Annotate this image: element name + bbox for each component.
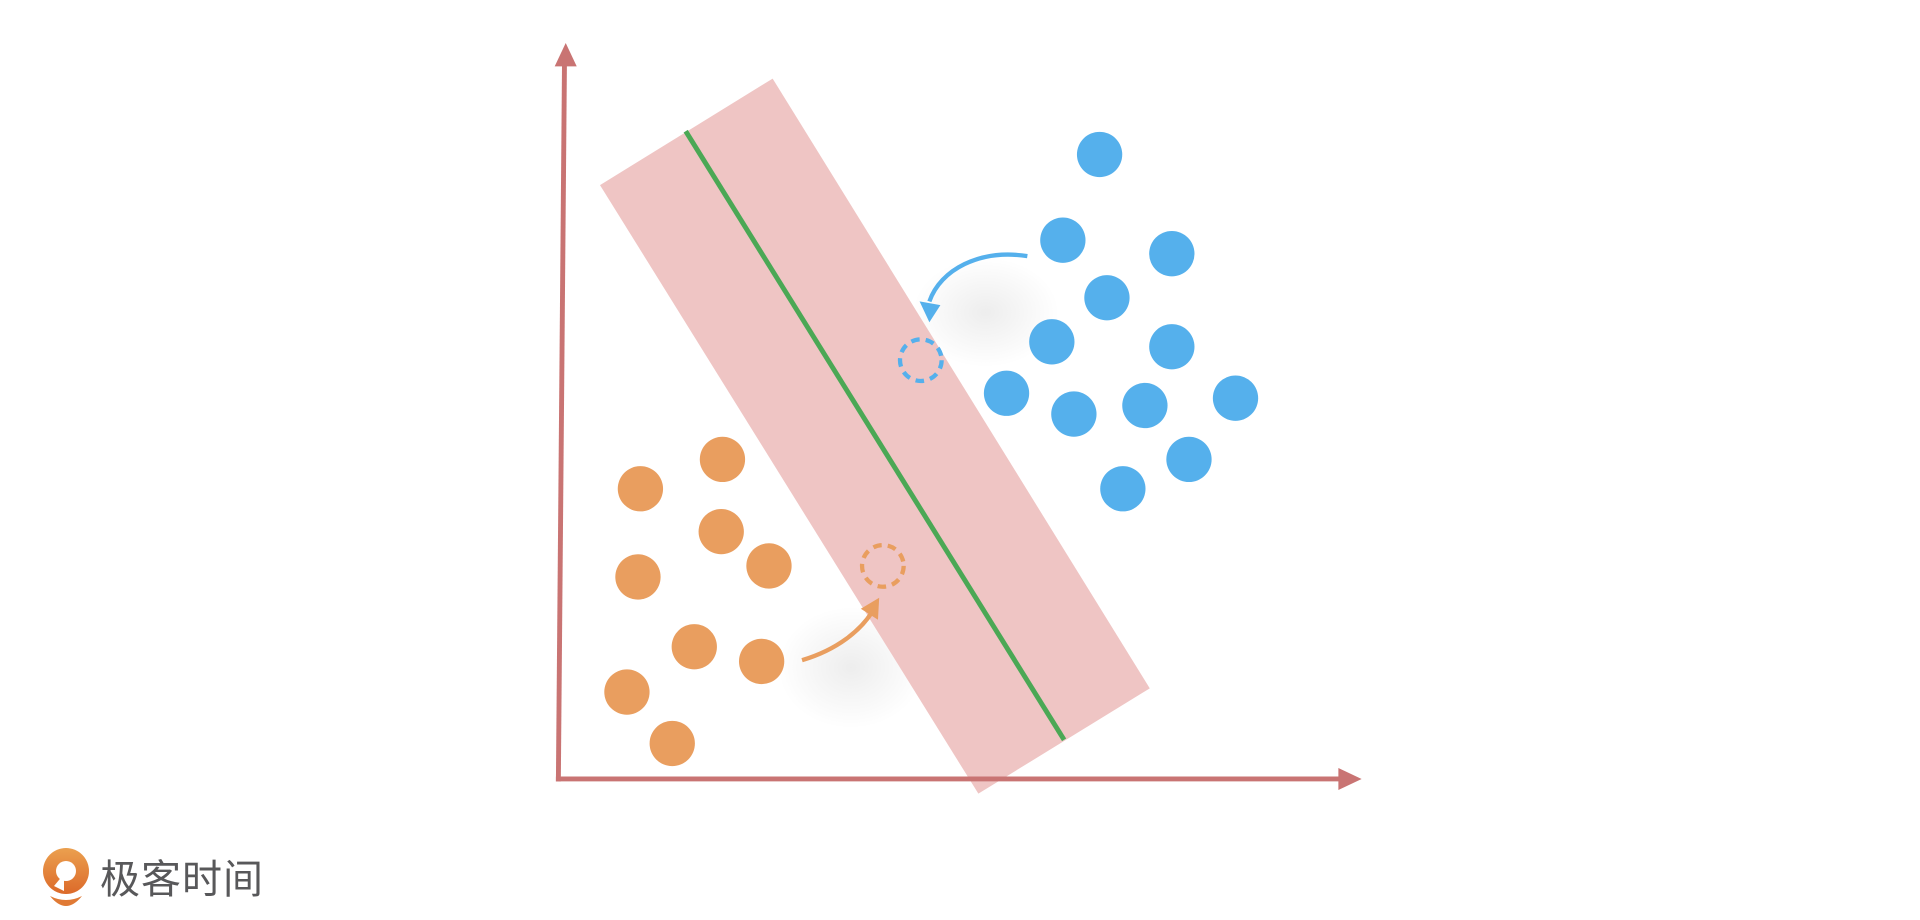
class-a-point: [1084, 275, 1130, 321]
class-b-point: [671, 624, 717, 670]
class-b-point: [604, 669, 650, 715]
logo: 极客时间: [40, 846, 264, 906]
arrowhead-b-icon: [860, 597, 880, 620]
class-a-point: [1100, 466, 1146, 512]
class-a-point: [1040, 217, 1086, 263]
class-b-point: [649, 720, 695, 767]
class-b-point: [699, 436, 746, 483]
class-a-point: [1076, 131, 1123, 178]
class-a-point: [1166, 436, 1212, 483]
class-a-point: [1122, 382, 1168, 429]
x-axis-arrow-icon: [1338, 767, 1362, 790]
move-arrow-a: [927, 252, 1028, 303]
class-b-point: [698, 508, 744, 555]
class-a-point: [1212, 375, 1259, 421]
y-axis: [555, 61, 567, 782]
class-b-point: [738, 638, 785, 685]
decision-boundary: [683, 129, 1067, 742]
moved-point-b-dashed: [859, 542, 906, 589]
class-a-point: [983, 370, 1030, 416]
y-axis-arrow-icon: [554, 43, 577, 67]
logo-text: 极客时间: [100, 857, 264, 903]
class-b-point: [746, 543, 792, 589]
geektime-logo-icon: [43, 848, 89, 906]
arrowhead-a-icon: [919, 301, 941, 323]
class-b-points: [604, 436, 792, 767]
class-b-point: [615, 554, 661, 600]
shadow: [912, 257, 1060, 368]
class-a-point: [1149, 324, 1195, 370]
class-b-point: [617, 466, 664, 512]
move-arrow-b: [801, 611, 874, 663]
class-a-points: [983, 131, 1259, 512]
class-a-point: [1149, 231, 1195, 277]
class-a-point: [1029, 319, 1075, 365]
class-a-point: [1051, 391, 1097, 437]
moved-point-a-dashed: [897, 337, 944, 384]
